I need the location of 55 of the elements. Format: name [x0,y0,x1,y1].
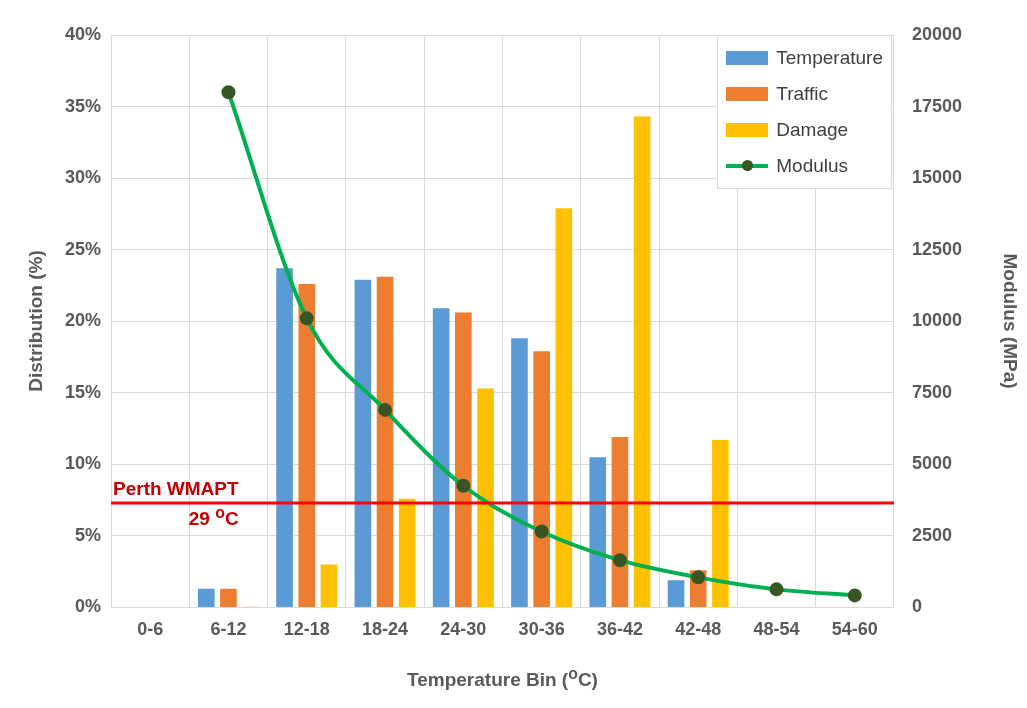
legend-label: Traffic [776,83,829,105]
x-tick-label: 24-30 [440,619,487,640]
y-tick-label: 10% [65,453,102,474]
y-tick-label: 5% [75,524,102,545]
bar [276,268,293,607]
bar [376,276,394,607]
y2-axis-title: Modulus (MPa) [999,253,1021,389]
bar [197,588,215,607]
bar [533,351,550,607]
legend-label: Damage [776,119,849,141]
y-tick-label: 20% [65,310,102,331]
y-tick-label: 15% [65,381,102,402]
legend-label: Temperature [776,47,883,69]
bar [432,308,450,607]
ref-line-label: Perth WMAPT 29 $^{o}$C [113,476,239,532]
x-tick-label: 30-36 [518,619,565,640]
bar [477,388,494,607]
y2-tick-label: 15000 [911,167,963,188]
y-tick-label: 25% [65,238,102,259]
bar [354,279,372,607]
y2-tick-label: 5000 [911,453,952,474]
x-tick-label: 42-48 [675,619,722,640]
y-tick-label: 40% [65,23,102,44]
x-tick-label: 54-60 [831,619,878,640]
y2-tick-label: 17500 [911,95,963,116]
x-tick-label: 6-12 [210,619,247,640]
y2-tick-label: 2500 [911,524,952,545]
y-tick-label: 30% [65,167,102,188]
y2-tick-label: 12500 [911,238,963,259]
bar [298,283,316,607]
y2-tick-label: 7500 [911,381,952,402]
bar [667,580,685,607]
bar [555,208,573,607]
x-tick-label: 0-6 [137,619,164,640]
x-tick-label: 18-24 [362,619,409,640]
y2-tick-label: 0 [911,596,922,617]
x-tick-label: 36-42 [596,619,643,640]
y2-tick-label: 20000 [911,23,963,44]
bar [220,588,237,607]
bar [589,457,607,607]
x-tick-label: 48-54 [753,619,800,640]
bar [511,338,528,607]
bar [633,116,651,607]
bar [398,498,416,607]
y-tick-label: 0% [75,596,102,617]
bar [320,564,338,607]
y-axis-title: Distribution (%) [25,250,47,392]
bar [712,439,729,607]
bar [455,312,472,607]
y-tick-label: 35% [65,95,102,116]
x-axis-title: Temperature Bin ($^{o}$C) [407,665,598,692]
x-tick-label: 12-18 [283,619,330,640]
legend-label: Modulus [776,155,849,177]
bar [611,437,629,607]
y2-tick-label: 10000 [911,310,963,331]
